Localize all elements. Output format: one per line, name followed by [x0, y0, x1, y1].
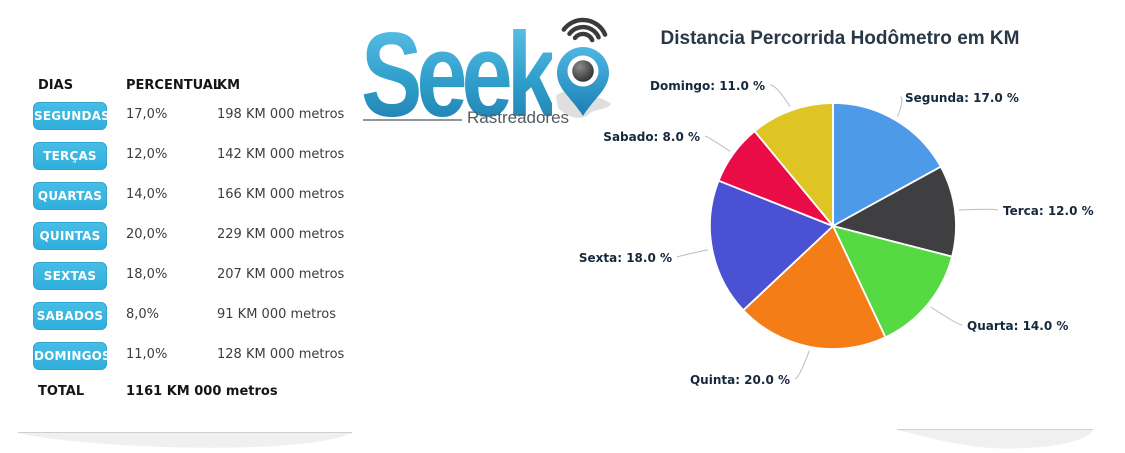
pie-label-sabado: Sabado: 8.0 % — [603, 130, 700, 144]
logo-subtitle: Rastreadores — [467, 108, 570, 127]
pie-label-quinta: Quinta: 20.0 % — [689, 373, 790, 387]
distance-table-panel: DIAS PERCENTUAL KM SEGUNDAS 17,0% 198 KM… — [0, 0, 345, 453]
percent-value: 14,0% — [126, 187, 168, 202]
logo-divider-line — [363, 119, 462, 121]
percent-value: 20,0% — [126, 227, 168, 242]
pie-slice-quinta[interactable] — [742, 225, 887, 350]
leader-line-sabado — [704, 135, 731, 152]
pie-slice-domingo[interactable] — [753, 102, 834, 227]
percent-value: 11,0% — [126, 347, 168, 362]
day-button-quartas[interactable]: QUARTAS — [33, 182, 107, 210]
day-button-tercas[interactable]: TERÇAS — [33, 142, 107, 170]
total-label: TOTAL — [38, 384, 85, 399]
header-percentual: PERCENTUAL — [126, 78, 222, 93]
table-row: TERÇAS 12,0% 142 KM 000 metros — [0, 142, 345, 176]
pie-label-quarta: Quarta: 14.0 % — [967, 319, 1069, 333]
km-value: 229 KM 000 metros — [217, 227, 345, 242]
table-row: SABADOS 8,0% 91 KM 000 metros — [0, 302, 345, 336]
leader-line-terca — [958, 208, 999, 211]
seeko-logo: Seek Rastreadores — [355, 5, 630, 140]
day-button-quintas[interactable]: QUINTAS — [33, 222, 107, 250]
table-row: SEXTAS 18,0% 207 KM 000 metros — [0, 262, 345, 296]
total-value: 1161 KM 000 metros — [126, 384, 278, 399]
km-value: 91 KM 000 metros — [217, 307, 337, 322]
leader-line-sexta — [676, 249, 709, 258]
percent-value: 12,0% — [126, 147, 168, 162]
pie-label-domingo: Domingo: 11.0 % — [650, 79, 765, 93]
header-dias: DIAS — [38, 78, 74, 93]
km-value: 207 KM 000 metros — [217, 267, 345, 282]
leader-line-quarta — [930, 306, 963, 326]
pie-label-sexta: Sexta: 18.0 % — [578, 251, 672, 265]
percent-value: 18,0% — [126, 267, 168, 282]
table-row: QUARTAS 14,0% 166 KM 000 metros — [0, 182, 345, 216]
pie-label-segunda: Segunda: 17.0 % — [905, 91, 1019, 105]
leader-line-domingo — [769, 84, 791, 107]
km-value: 128 KM 000 metros — [217, 347, 345, 362]
day-button-domingos[interactable]: DOMINGOS — [33, 342, 111, 370]
table-row: DOMINGOS 11,0% 128 KM 000 metros — [0, 342, 345, 376]
pie-slice-terca[interactable] — [832, 165, 957, 258]
leader-line-segunda — [897, 96, 903, 117]
day-button-sextas[interactable]: SEXTAS — [33, 262, 107, 290]
pie-slice-segunda[interactable] — [832, 102, 942, 227]
percent-value: 8,0% — [126, 307, 160, 322]
chart-title: Distancia Percorrida Hodômetro em KM — [660, 27, 1020, 49]
km-value: 142 KM 000 metros — [217, 147, 345, 162]
pie-slice-sexta[interactable] — [709, 179, 834, 312]
pie-label-terca: Terca: 12.0 % — [1003, 204, 1094, 218]
page-shadow-right — [897, 429, 1093, 449]
wifi-arcs-icon — [561, 17, 608, 43]
day-button-sabados[interactable]: SABADOS — [33, 302, 107, 330]
leader-line-quinta — [794, 350, 810, 380]
header-km: KM — [217, 78, 241, 93]
km-value: 198 KM 000 metros — [217, 107, 345, 122]
table-row: QUINTAS 20,0% 229 KM 000 metros — [0, 222, 345, 256]
logo-wordmark: Seek — [361, 9, 558, 143]
km-value: 166 KM 000 metros — [217, 187, 345, 202]
pie-slice-quarta[interactable] — [832, 225, 953, 339]
location-pin-icon — [556, 17, 611, 118]
table-row: SEGUNDAS 17,0% 198 KM 000 metros — [0, 102, 345, 136]
percent-value: 17,0% — [126, 107, 168, 122]
day-button-segundas[interactable]: SEGUNDAS — [33, 102, 110, 130]
